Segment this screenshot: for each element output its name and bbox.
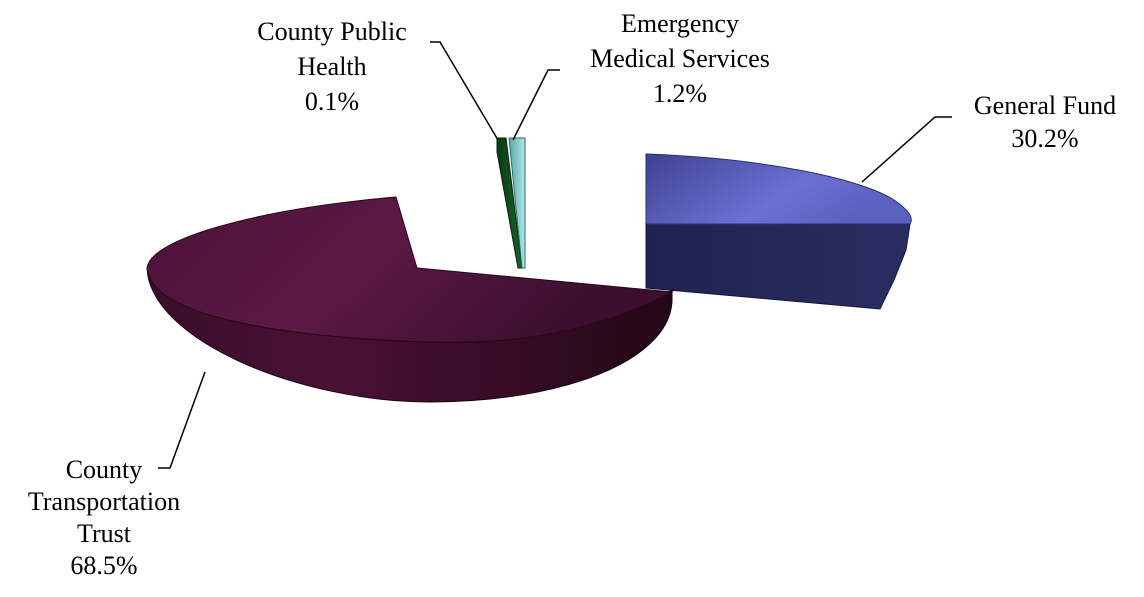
leader-county-public-health (430, 41, 499, 141)
slice-county-transportation-trust (146, 196, 674, 403)
slice-county-public-health-shape (496, 137, 523, 269)
data-label-general-fund: 30.2% (1011, 124, 1078, 153)
slice-county-transportation-trust-top (146, 196, 674, 343)
slice-county-public-health (496, 137, 523, 269)
label-line-emergency-medical-services: Emergency (621, 9, 739, 38)
label-line-county-public-health: Health (297, 52, 366, 81)
label-emergency-medical-services: Emergency Medical Services 1.2% (590, 9, 770, 108)
slice-general-fund-top (645, 153, 912, 225)
leader-county-transportation-trust (158, 371, 206, 469)
slice-emergency-medical-services-shape (508, 137, 526, 269)
label-county-transportation-trust: County Transportation Trust 68.5% (28, 455, 180, 580)
label-general-fund: General Fund 30.2% (974, 91, 1116, 153)
label-line-county-transportation-trust: County (66, 455, 143, 484)
label-line-county-transportation-trust: Trust (77, 519, 132, 548)
label-line-county-public-health: County Public (257, 17, 407, 46)
data-label-county-public-health: 0.1% (305, 87, 359, 116)
label-line-general-fund: General Fund (974, 91, 1116, 120)
slice-general-fund-side (645, 223, 911, 310)
data-label-emergency-medical-services: 1.2% (653, 79, 707, 108)
leader-emergency-medical-services (512, 69, 560, 141)
slice-general-fund (645, 153, 912, 310)
label-layer: General Fund 30.2% County Transportation Tru… (28, 9, 1116, 580)
slice-emergency-medical-services (508, 137, 526, 269)
label-county-public-health: County Public Health 0.1% (257, 17, 407, 116)
leader-general-fund (861, 116, 952, 183)
data-label-county-transportation-trust: 68.5% (70, 551, 137, 580)
label-line-emergency-medical-services: Medical Services (590, 44, 770, 73)
label-line-county-transportation-trust: Transportation (28, 487, 180, 516)
